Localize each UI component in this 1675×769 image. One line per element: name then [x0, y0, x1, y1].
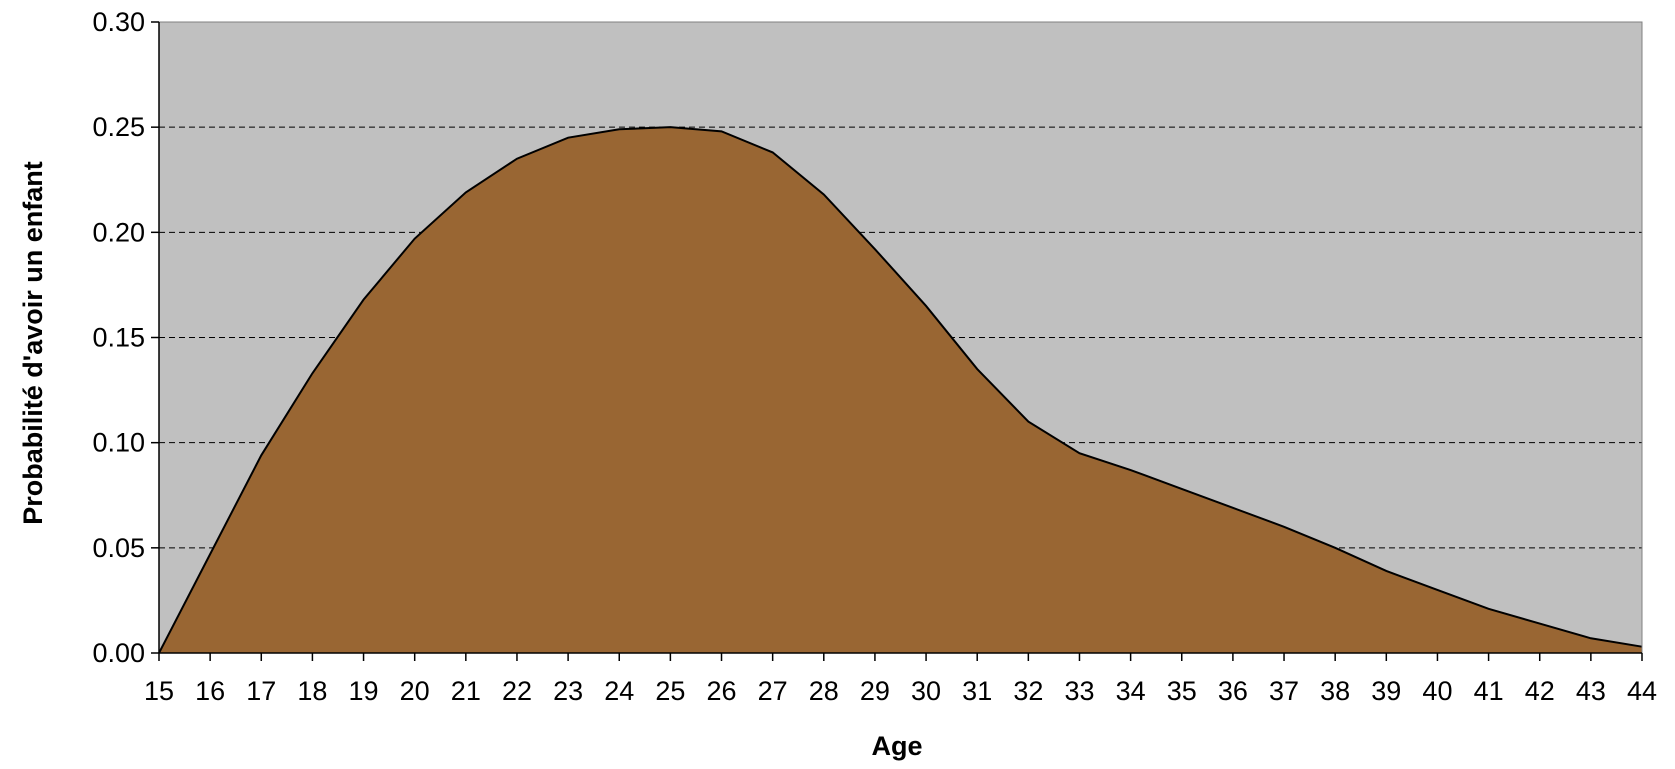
x-tick-label: 26 [706, 676, 736, 706]
y-tick-label: 0.00 [92, 638, 145, 668]
x-tick-label: 31 [962, 676, 992, 706]
x-tick-label: 35 [1167, 676, 1197, 706]
x-tick-label: 15 [144, 676, 174, 706]
x-tick-label: 23 [553, 676, 583, 706]
x-tick-label: 44 [1627, 676, 1657, 706]
y-tick-label: 0.25 [92, 112, 145, 142]
x-tick-label: 42 [1525, 676, 1555, 706]
x-tick-label: 41 [1474, 676, 1504, 706]
x-tick-label: 36 [1218, 676, 1248, 706]
x-tick-label: 37 [1269, 676, 1299, 706]
x-tick-label: 34 [1116, 676, 1146, 706]
x-tick-label: 16 [195, 676, 225, 706]
x-tick-label: 18 [297, 676, 327, 706]
x-tick-label: 33 [1064, 676, 1094, 706]
x-tick-label: 22 [502, 676, 532, 706]
y-axis-title: Probabilité d'avoir un enfant [18, 161, 48, 524]
x-tick-label: 19 [349, 676, 379, 706]
y-tick-label: 0.30 [92, 7, 145, 37]
x-tick-label: 27 [758, 676, 788, 706]
x-tick-label: 28 [809, 676, 839, 706]
x-tick-label: 40 [1422, 676, 1452, 706]
x-tick-label: 30 [911, 676, 941, 706]
y-tick-label: 0.05 [92, 533, 145, 563]
x-tick-label: 17 [246, 676, 276, 706]
y-tick-label: 0.20 [92, 217, 145, 247]
x-tick-label: 38 [1320, 676, 1350, 706]
x-tick-label: 24 [604, 676, 634, 706]
x-axis-title: Age [871, 731, 922, 761]
x-tick-label: 32 [1013, 676, 1043, 706]
x-tick-label: 20 [400, 676, 430, 706]
area-outline [158, 126, 1643, 654]
x-tick-label: 39 [1371, 676, 1401, 706]
x-tick-labels: 15 16 17 18 19 20 21 22 23 24 25 26 27 28 29 30 31 32 33 34… [144, 653, 1657, 706]
x-tick-label: 29 [860, 676, 890, 706]
area-series [159, 127, 1642, 653]
x-tick-label: 43 [1576, 676, 1606, 706]
x-tick-label: 21 [451, 676, 481, 706]
y-tick-label: 0.10 [92, 428, 145, 458]
y-tick-label: 0.15 [92, 323, 145, 353]
y-tick-labels: 0.00 0.05 0.10 0.15 0.20 0.25 0.30 [92, 7, 159, 668]
x-tick-label: 25 [655, 676, 685, 706]
